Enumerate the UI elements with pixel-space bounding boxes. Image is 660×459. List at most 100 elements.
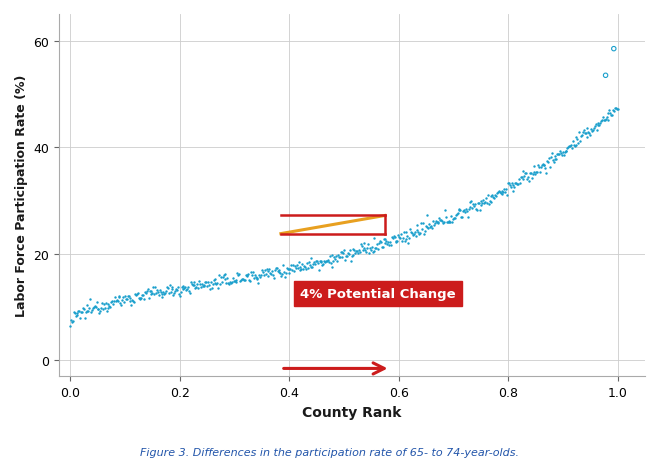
- Point: [289, 268, 300, 275]
- Point: [416, 226, 427, 234]
- Point: [456, 214, 467, 222]
- Point: [256, 272, 267, 279]
- Point: [238, 277, 249, 284]
- Point: [523, 178, 534, 185]
- Point: [541, 170, 552, 177]
- Point: [323, 259, 334, 267]
- Point: [409, 229, 420, 236]
- Point: [77, 308, 87, 316]
- Point: [209, 276, 219, 284]
- Point: [214, 281, 225, 288]
- Point: [354, 249, 365, 256]
- Text: Figure 3. Differences in the participation rate of 65- to 74-year-olds.: Figure 3. Differences in the participati…: [141, 447, 519, 457]
- Point: [192, 281, 203, 288]
- Point: [547, 157, 558, 164]
- Point: [359, 240, 370, 247]
- Point: [465, 199, 476, 207]
- Point: [567, 145, 578, 152]
- Point: [207, 285, 217, 292]
- Point: [460, 209, 471, 216]
- Point: [189, 279, 200, 286]
- Point: [527, 174, 537, 182]
- Point: [164, 282, 175, 290]
- Point: [122, 293, 133, 301]
- Point: [169, 290, 180, 297]
- Point: [583, 129, 593, 136]
- Point: [128, 298, 139, 305]
- Point: [225, 278, 236, 285]
- Point: [118, 294, 129, 301]
- Point: [374, 240, 384, 247]
- Point: [343, 250, 353, 257]
- Point: [482, 192, 493, 199]
- Point: [383, 239, 393, 246]
- Point: [129, 298, 139, 306]
- Point: [580, 130, 591, 137]
- Point: [162, 285, 173, 292]
- Point: [71, 312, 82, 319]
- Point: [102, 308, 112, 315]
- Point: [295, 263, 306, 271]
- Point: [326, 264, 337, 271]
- Point: [259, 266, 270, 274]
- Point: [106, 298, 117, 306]
- Point: [299, 263, 310, 270]
- Point: [262, 273, 273, 280]
- Point: [504, 182, 515, 190]
- Point: [552, 151, 562, 159]
- Point: [96, 305, 106, 312]
- Point: [95, 308, 106, 315]
- Point: [257, 266, 267, 274]
- Point: [411, 233, 421, 241]
- Point: [609, 46, 619, 53]
- Point: [345, 257, 356, 265]
- Point: [444, 218, 455, 225]
- Point: [484, 198, 495, 205]
- Point: [218, 274, 228, 281]
- Point: [69, 308, 79, 316]
- Point: [69, 309, 80, 317]
- Point: [534, 164, 544, 171]
- X-axis label: County Rank: County Rank: [302, 405, 402, 419]
- Point: [112, 297, 123, 305]
- Point: [315, 258, 326, 265]
- Point: [589, 125, 599, 133]
- Point: [458, 207, 469, 215]
- Point: [159, 291, 170, 298]
- Point: [337, 254, 348, 261]
- Point: [522, 176, 533, 183]
- Point: [539, 162, 550, 169]
- Point: [318, 260, 329, 268]
- Point: [369, 235, 380, 242]
- Point: [436, 217, 447, 224]
- Point: [497, 187, 508, 195]
- Point: [186, 280, 197, 288]
- Point: [411, 222, 422, 229]
- Point: [285, 265, 296, 273]
- Point: [332, 258, 343, 265]
- Point: [174, 291, 184, 298]
- Point: [591, 122, 601, 129]
- Point: [168, 291, 179, 299]
- Point: [489, 195, 500, 202]
- Point: [346, 253, 357, 260]
- Point: [390, 238, 401, 245]
- Point: [599, 118, 610, 125]
- Point: [393, 231, 403, 239]
- Point: [126, 302, 137, 309]
- Point: [102, 301, 113, 308]
- Point: [160, 290, 170, 297]
- Point: [74, 308, 84, 315]
- Point: [402, 233, 412, 240]
- Point: [555, 148, 566, 156]
- Point: [86, 307, 97, 314]
- Point: [131, 291, 141, 299]
- Point: [506, 184, 516, 191]
- Point: [109, 297, 119, 305]
- Point: [556, 151, 566, 158]
- Point: [525, 170, 536, 177]
- Point: [387, 234, 397, 241]
- Point: [259, 272, 269, 280]
- Point: [382, 241, 393, 248]
- Point: [157, 290, 168, 297]
